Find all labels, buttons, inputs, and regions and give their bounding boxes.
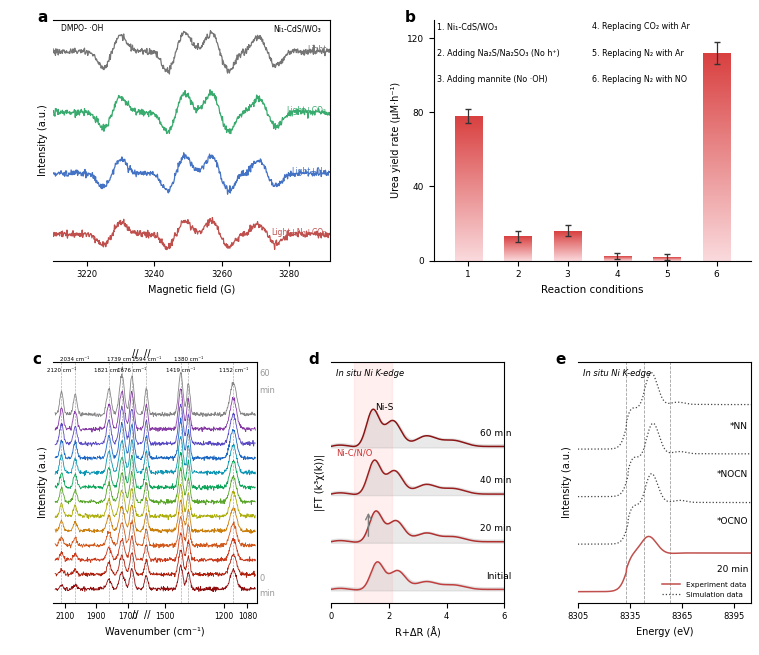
Text: DMPO- ·OH: DMPO- ·OH — [61, 24, 104, 33]
Text: 1594 cm⁻¹: 1594 cm⁻¹ — [131, 356, 161, 362]
X-axis label: Magnetic field (G): Magnetic field (G) — [148, 285, 235, 295]
Text: 1676 cm⁻¹: 1676 cm⁻¹ — [118, 369, 146, 373]
Text: 1419 cm⁻¹: 1419 cm⁻¹ — [166, 369, 195, 373]
Text: 0: 0 — [260, 574, 265, 584]
Text: 4. Replacing CO₂ with Ar: 4. Replacing CO₂ with Ar — [593, 22, 691, 31]
Text: In situ Ni K-edge: In situ Ni K-edge — [336, 369, 404, 378]
Text: Ni-S: Ni-S — [375, 403, 393, 412]
Text: 5. Replacing N₂ with Ar: 5. Replacing N₂ with Ar — [593, 48, 685, 58]
Text: 20 min: 20 min — [480, 524, 512, 533]
Legend: Experiment data, Simulation data: Experiment data, Simulation data — [660, 580, 748, 599]
X-axis label: Reaction conditions: Reaction conditions — [541, 285, 644, 295]
Text: Light+CO₂: Light+CO₂ — [286, 106, 326, 115]
Text: 2. Adding Na₂S/Na₂SO₃ (No h⁺): 2. Adding Na₂S/Na₂SO₃ (No h⁺) — [436, 48, 559, 58]
Text: min: min — [260, 589, 276, 598]
Text: 2034 cm⁻¹: 2034 cm⁻¹ — [61, 356, 90, 362]
Text: Ni-C/N/O: Ni-C/N/O — [336, 449, 373, 458]
Text: 1. Ni₁-CdS/WO₃: 1. Ni₁-CdS/WO₃ — [436, 22, 497, 31]
Text: Light: Light — [307, 45, 326, 54]
X-axis label: Energy (eV): Energy (eV) — [636, 627, 694, 637]
Text: 1739 cm⁻¹: 1739 cm⁻¹ — [107, 356, 137, 362]
Text: min: min — [260, 386, 276, 395]
Text: 60: 60 — [260, 369, 270, 378]
Y-axis label: Urea yield rate (μM·h⁻¹): Urea yield rate (μM·h⁻¹) — [391, 82, 402, 198]
Text: 40 min: 40 min — [480, 476, 512, 485]
Text: e: e — [556, 352, 565, 367]
Text: In situ Ni K-edge: In situ Ni K-edge — [583, 369, 651, 378]
Text: c: c — [33, 352, 42, 367]
Text: //: // — [131, 350, 138, 360]
Text: a: a — [37, 10, 48, 25]
Text: Ni₁-CdS/WO₃: Ni₁-CdS/WO₃ — [273, 24, 321, 33]
Text: //: // — [143, 610, 150, 620]
Text: 1380 cm⁻¹: 1380 cm⁻¹ — [174, 356, 203, 362]
Bar — [354, 362, 392, 603]
Y-axis label: Intensity (a.u.): Intensity (a.u.) — [38, 104, 48, 176]
Text: 60 min: 60 min — [480, 428, 512, 438]
Text: *OCNO: *OCNO — [716, 517, 748, 526]
Text: *NN: *NN — [730, 422, 748, 431]
Text: Light+N₂: Light+N₂ — [291, 167, 326, 176]
Text: d: d — [308, 352, 319, 367]
Y-axis label: Intensity (a.u.): Intensity (a.u.) — [562, 446, 572, 518]
Text: //: // — [143, 350, 150, 360]
Text: Initial: Initial — [487, 572, 512, 580]
Text: b: b — [405, 10, 416, 25]
Text: 6. Replacing N₂ with NO: 6. Replacing N₂ with NO — [593, 75, 688, 84]
Y-axis label: |FT (k³χ(k))|: |FT (k³χ(k))| — [315, 454, 326, 511]
X-axis label: Wavenumber (cm⁻¹): Wavenumber (cm⁻¹) — [106, 627, 205, 637]
Text: Light+N₂+CO₂: Light+N₂+CO₂ — [271, 227, 326, 236]
Text: 1821 cm⁻¹: 1821 cm⁻¹ — [94, 369, 124, 373]
X-axis label: R+ΔR (Å): R+ΔR (Å) — [395, 627, 440, 638]
Text: //: // — [131, 610, 138, 620]
Text: 1152 cm⁻¹: 1152 cm⁻¹ — [219, 369, 248, 373]
Text: 3. Adding mannite (No ·OH): 3. Adding mannite (No ·OH) — [436, 75, 547, 84]
Y-axis label: Intensity (a.u.): Intensity (a.u.) — [38, 446, 48, 518]
Text: 2120 cm⁻¹: 2120 cm⁻¹ — [47, 369, 76, 373]
Text: 20 min: 20 min — [716, 565, 748, 574]
Text: *NOCN: *NOCN — [716, 470, 748, 479]
